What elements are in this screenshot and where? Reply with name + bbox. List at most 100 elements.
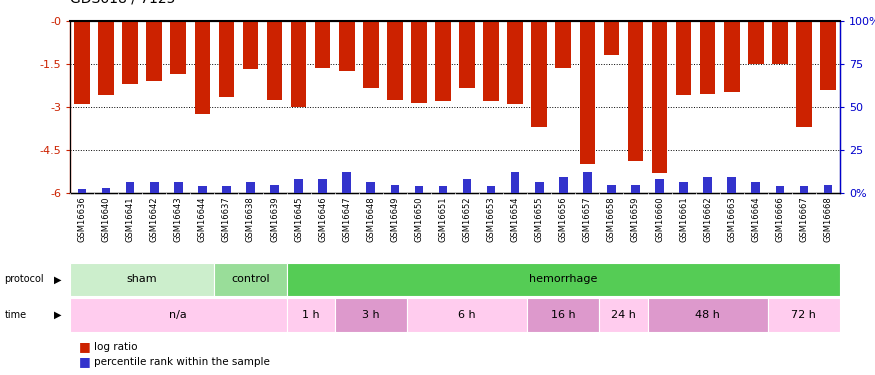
Text: GSM16654: GSM16654 (511, 196, 520, 242)
Text: GSM16645: GSM16645 (294, 196, 303, 242)
Bar (126, 182, 135, 193)
Bar (535, 182, 543, 193)
Text: GSM16661: GSM16661 (679, 196, 688, 242)
Bar (531, 21, 547, 127)
Text: GSM16637: GSM16637 (222, 196, 231, 242)
Text: ▶: ▶ (53, 310, 61, 320)
Text: GSM16636: GSM16636 (78, 196, 87, 242)
Bar (704, 177, 712, 193)
Text: GDS618 / 7125: GDS618 / 7125 (70, 0, 175, 6)
Text: GSM16640: GSM16640 (102, 196, 110, 242)
Text: GSM16642: GSM16642 (150, 196, 158, 242)
Text: GSM16662: GSM16662 (704, 196, 712, 242)
Bar (74, 21, 90, 104)
Bar (270, 185, 279, 193)
Bar (98, 21, 114, 95)
Text: GSM16659: GSM16659 (631, 196, 640, 242)
Bar (174, 182, 183, 193)
Text: GSM16663: GSM16663 (727, 196, 736, 242)
Bar (246, 182, 255, 193)
Bar (407, 298, 527, 332)
Bar (772, 21, 788, 64)
Text: 48 h: 48 h (696, 310, 720, 320)
Text: hemorrhage: hemorrhage (529, 274, 598, 284)
Bar (390, 185, 399, 193)
Bar (700, 21, 716, 94)
Bar (775, 186, 784, 193)
Bar (679, 182, 688, 193)
Bar (318, 179, 327, 193)
Text: control: control (231, 274, 270, 284)
Bar (556, 21, 571, 68)
Bar (511, 172, 520, 193)
Bar (438, 186, 447, 193)
Bar (242, 21, 258, 69)
Text: GSM16647: GSM16647 (342, 196, 351, 242)
Bar (507, 21, 523, 104)
Bar (483, 21, 499, 101)
Text: GSM16644: GSM16644 (198, 196, 206, 242)
Bar (652, 21, 668, 173)
Bar (463, 179, 472, 193)
Bar (604, 21, 620, 55)
Text: GSM16649: GSM16649 (390, 196, 399, 242)
Bar (387, 21, 402, 100)
Text: protocol: protocol (4, 274, 44, 284)
Text: 1 h: 1 h (302, 310, 319, 320)
Text: 72 h: 72 h (792, 310, 816, 320)
Bar (194, 21, 210, 114)
Text: log ratio: log ratio (94, 342, 138, 352)
Text: GSM16666: GSM16666 (775, 196, 784, 242)
Bar (267, 21, 283, 100)
Text: n/a: n/a (170, 310, 187, 320)
Bar (559, 177, 568, 193)
Text: GSM16653: GSM16653 (487, 196, 495, 242)
Text: GSM16655: GSM16655 (535, 196, 543, 242)
Bar (363, 21, 379, 88)
Text: ■: ■ (79, 340, 90, 353)
Bar (820, 21, 836, 90)
Bar (342, 172, 351, 193)
Bar (631, 185, 640, 193)
Text: time: time (4, 310, 26, 320)
Bar (339, 21, 354, 71)
Bar (150, 182, 158, 193)
Bar (287, 298, 334, 332)
Bar (752, 182, 760, 193)
Bar (487, 186, 495, 193)
Bar (655, 179, 664, 193)
Bar (70, 262, 214, 296)
Text: 16 h: 16 h (551, 310, 576, 320)
Text: ■: ■ (79, 356, 90, 368)
Bar (334, 298, 407, 332)
Text: GSM16643: GSM16643 (174, 196, 183, 242)
Bar (435, 21, 451, 101)
Text: GSM16660: GSM16660 (655, 196, 664, 242)
Bar (823, 185, 832, 193)
Text: GSM16651: GSM16651 (438, 196, 447, 242)
Text: GSM16641: GSM16641 (126, 196, 135, 242)
Text: GSM16658: GSM16658 (607, 196, 616, 242)
Text: GSM16639: GSM16639 (270, 196, 279, 242)
Text: 6 h: 6 h (458, 310, 476, 320)
Text: GSM16652: GSM16652 (463, 196, 472, 242)
Bar (796, 21, 812, 127)
Bar (219, 21, 234, 97)
Bar (171, 21, 186, 74)
Text: GSM16657: GSM16657 (583, 196, 592, 242)
Bar (315, 21, 331, 68)
Bar (146, 21, 162, 81)
Bar (579, 21, 595, 164)
Bar (78, 189, 87, 193)
Text: GSM16638: GSM16638 (246, 196, 255, 242)
Bar (102, 188, 110, 193)
Text: sham: sham (127, 274, 158, 284)
Bar (415, 186, 424, 193)
Text: 24 h: 24 h (611, 310, 636, 320)
Text: GSM16668: GSM16668 (823, 196, 832, 242)
Text: percentile rank within the sample: percentile rank within the sample (94, 357, 270, 367)
Text: ▶: ▶ (53, 274, 61, 284)
Bar (800, 186, 808, 193)
Bar (583, 172, 592, 193)
Bar (70, 298, 287, 332)
